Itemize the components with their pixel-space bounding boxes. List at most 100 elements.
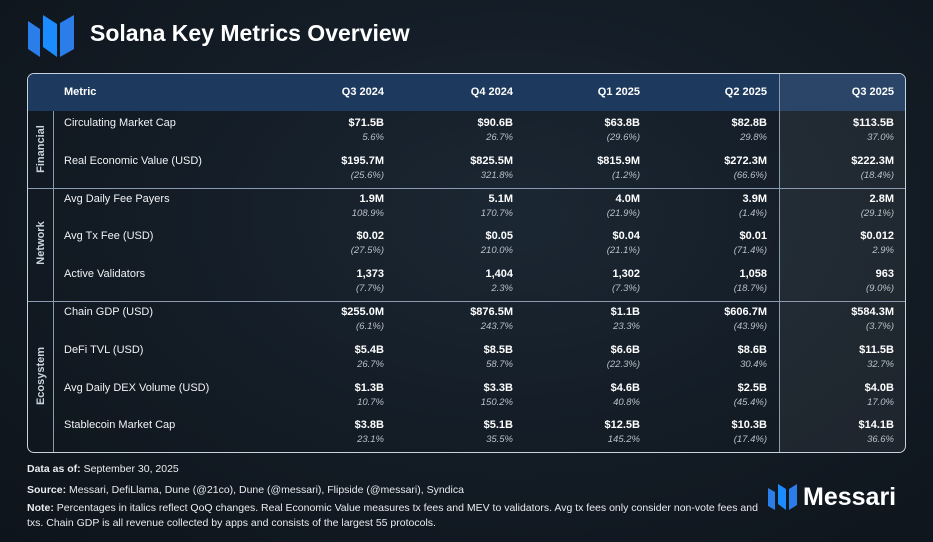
metric-value: $222.3M <box>851 154 894 167</box>
group-separator <box>28 187 905 189</box>
logo-mark <box>768 484 797 510</box>
metric-value: $3.8B <box>354 419 384 432</box>
group-label: Ecosystem <box>35 346 47 405</box>
metric-name: Avg Daily Fee Payers <box>64 192 170 205</box>
qoq-change: (27.5%) <box>350 245 384 257</box>
metric-value: $825.5M <box>470 154 513 167</box>
qoq-change: (25.6%) <box>350 169 384 181</box>
metric-value: $5.4B <box>354 343 384 356</box>
metric-value: $6.6B <box>610 343 640 356</box>
metric-value: 963 <box>875 268 894 281</box>
qoq-change: 10.7% <box>357 396 384 408</box>
qoq-change: 37.0% <box>867 132 894 143</box>
column-header: Q3 2025 <box>851 86 894 98</box>
metric-value: $255.0M <box>341 306 384 318</box>
metric-value: $8.6B <box>737 343 767 356</box>
metric-value: 1,373 <box>356 268 384 281</box>
group-label: Network <box>35 221 47 265</box>
column-header: Q4 2024 <box>470 86 513 98</box>
qoq-change: (18.4%) <box>860 169 894 181</box>
metric-value: $584.3M <box>851 306 894 318</box>
metric-name: Active Validators <box>64 268 146 281</box>
metric-value: $90.6B <box>477 117 513 129</box>
qoq-change: (22.3%) <box>606 358 640 370</box>
metric-value: $0.01 <box>739 230 767 243</box>
qoq-change: 17.0% <box>867 396 894 408</box>
metric-value: 1.9M <box>359 192 384 205</box>
metric-name: Stablecoin Market Cap <box>64 419 176 432</box>
metric-value: 1,302 <box>612 268 640 281</box>
metric-value: $272.3M <box>724 154 767 167</box>
metric-value: $1.1B <box>610 306 640 318</box>
logo-icon <box>28 15 74 57</box>
qoq-change: (1.2%) <box>612 169 640 181</box>
qoq-change: (7.7%) <box>356 283 384 295</box>
text: September 30, 2025 <box>83 463 179 475</box>
metric-value: 2.8M <box>869 192 894 205</box>
column-header: Q1 2025 <box>597 86 640 98</box>
metric-value: $1.3B <box>354 381 384 394</box>
text: Percentages in italics reflect QoQ chang… <box>27 502 758 529</box>
qoq-change: (66.6%) <box>733 169 767 181</box>
label: Source: <box>27 484 67 496</box>
qoq-change: 58.7% <box>486 358 513 370</box>
qoq-change: 30.4% <box>740 358 767 370</box>
metric-name: Avg Tx Fee (USD) <box>64 230 154 243</box>
qoq-change: 26.7% <box>357 358 384 370</box>
metric-value: $0.04 <box>612 230 640 243</box>
qoq-change: (3.7%) <box>866 321 894 332</box>
metric-name: Real Economic Value (USD) <box>64 154 202 167</box>
qoq-change: 243.7% <box>480 321 513 332</box>
metric-name: Circulating Market Cap <box>64 117 176 129</box>
qoq-change: 2.9% <box>872 245 894 257</box>
metric-value: $14.1B <box>858 419 894 432</box>
qoq-change: (18.7%) <box>733 283 767 295</box>
metric-value: $4.6B <box>610 381 640 394</box>
qoq-change: (71.4%) <box>733 245 767 257</box>
metric-value: $12.5B <box>604 419 640 432</box>
metric-value: $4.0B <box>864 381 894 394</box>
metric-value: $876.5M <box>470 306 513 318</box>
column-header: Q3 2024 <box>341 86 384 98</box>
qoq-change: 2.3% <box>491 283 513 295</box>
metric-value: $815.9M <box>597 154 640 167</box>
qoq-change: 23.1% <box>357 434 384 446</box>
metric-value: $0.05 <box>485 230 513 243</box>
table-header <box>28 74 905 111</box>
note: Note: Percentages in italics reflect QoQ… <box>27 501 767 531</box>
metric-value: $0.02 <box>356 230 384 243</box>
qoq-change: 26.7% <box>486 132 513 143</box>
qoq-change: (1.4%) <box>739 207 767 219</box>
qoq-change: (21.9%) <box>606 207 640 219</box>
qoq-change: (7.3%) <box>612 283 640 295</box>
qoq-change: (45.4%) <box>733 396 767 408</box>
qoq-change: 35.5% <box>486 434 513 446</box>
metric-value: $3.3B <box>483 381 513 394</box>
column-header: Q2 2025 <box>724 86 767 98</box>
data-as-of: Data as of: September 30, 2025 <box>27 463 179 475</box>
label: Note: <box>27 502 54 514</box>
qoq-change: 108.9% <box>351 207 384 219</box>
title: Solana Key Metrics Overview <box>90 20 410 46</box>
metric-value: $113.5B <box>853 117 894 129</box>
qoq-change: 321.8% <box>480 169 513 181</box>
qoq-change: 5.6% <box>362 132 384 143</box>
metric-name: Avg Daily DEX Volume (USD) <box>64 381 210 394</box>
qoq-change: 40.8% <box>613 396 640 408</box>
qoq-change: 23.3% <box>613 321 640 332</box>
metric-value: $606.7M <box>724 306 767 318</box>
logo-text: Messari <box>803 483 897 511</box>
metric-value: $63.8B <box>604 117 640 129</box>
qoq-change: 29.8% <box>740 132 767 143</box>
qoq-change: (6.1%) <box>356 321 384 332</box>
column-header: Metric <box>64 86 97 98</box>
qoq-change: (9.0%) <box>866 283 894 295</box>
metric-value: $10.3B <box>731 419 767 432</box>
qoq-change: (29.1%) <box>860 207 894 219</box>
text: Messari, DefiLlama, Dune (@21co), Dune (… <box>69 484 464 496</box>
metric-value: $195.7M <box>341 154 384 167</box>
qoq-change: 32.7% <box>867 358 894 370</box>
metric-name: DeFi TVL (USD) <box>64 343 144 356</box>
metric-value: 3.9M <box>742 192 767 205</box>
